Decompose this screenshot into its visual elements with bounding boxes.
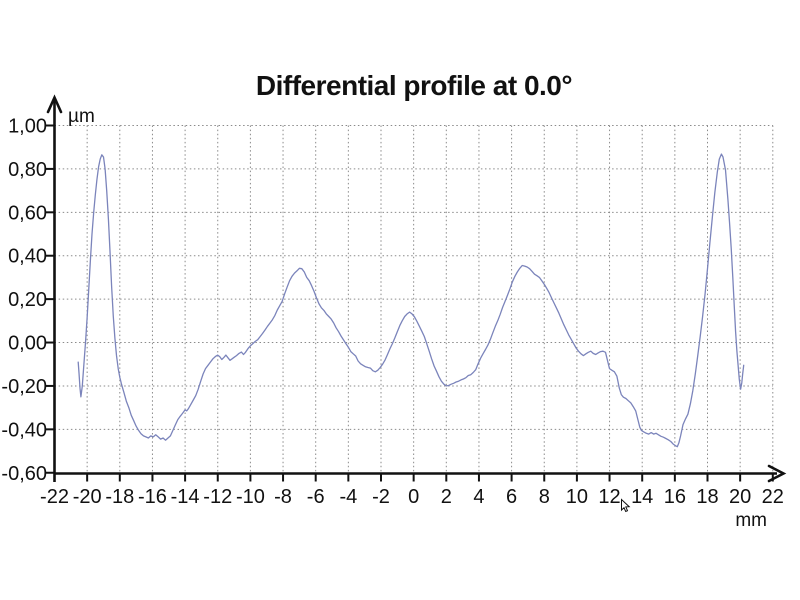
y-tick-label: 1,00 xyxy=(8,116,47,138)
y-axis-unit-label: µm xyxy=(68,106,95,127)
x-tick-label: 14 xyxy=(631,486,653,508)
x-tick-label: -14 xyxy=(171,486,200,508)
x-tick-label: 12 xyxy=(598,486,620,508)
mouse-cursor-icon[interactable] xyxy=(621,498,631,513)
x-tick-label: 2 xyxy=(441,486,452,508)
x-tick-label: 20 xyxy=(729,486,751,508)
y-tick-label: -0,40 xyxy=(1,419,47,441)
x-tick-label: -18 xyxy=(105,486,134,508)
y-tick-label: -0,60 xyxy=(1,463,47,485)
y-tick-label: 0,00 xyxy=(8,333,47,355)
y-tick-label: 0,60 xyxy=(8,202,47,224)
x-axis-arrow-icon xyxy=(767,464,787,483)
x-tick-label: -16 xyxy=(138,486,167,508)
x-axis-unit-label: mm xyxy=(735,510,767,531)
chart-title: Differential profile at 0.0° xyxy=(255,70,573,101)
tick-marks xyxy=(46,124,774,482)
x-tick-label: 0 xyxy=(408,486,419,508)
y-axis-arrow-icon xyxy=(46,94,63,114)
x-tick-label: 6 xyxy=(506,486,517,508)
x-tick-label: 16 xyxy=(664,486,686,508)
x-tick-label: -6 xyxy=(307,486,325,508)
profile-curve xyxy=(77,153,745,448)
axes xyxy=(46,94,787,483)
x-tick-label: 10 xyxy=(566,486,588,508)
y-tick-label: -0,20 xyxy=(1,376,47,398)
x-tick-label: 8 xyxy=(539,486,550,508)
x-tick-label: -22 xyxy=(40,486,69,508)
x-tick-label: -10 xyxy=(236,486,265,508)
y-tick-label: 0,40 xyxy=(8,246,47,268)
x-tick-label: -8 xyxy=(274,486,292,508)
x-tick-label: 18 xyxy=(696,486,718,508)
y-tick-labels: 1,00 0,80 0,60 0,40 0,20 0,00 -0,20 -0,40 -0,60 xyxy=(1,116,47,485)
x-tick-label: 4 xyxy=(473,486,484,508)
x-tick-label: -20 xyxy=(73,486,102,508)
x-tick-label: -12 xyxy=(203,486,232,508)
x-tick-label: -2 xyxy=(372,486,390,508)
x-tick-label: 22 xyxy=(762,486,784,508)
y-tick-label: 0,80 xyxy=(8,159,47,181)
gridlines xyxy=(54,125,774,473)
profile-curve-group xyxy=(77,153,745,448)
x-tick-labels: -22 -20 -18 -16 -14 -12 -10 -8 -6 -4 -2 0 2 4 6 8 10 12 14… xyxy=(40,486,784,508)
x-tick-label: -4 xyxy=(339,486,357,508)
y-tick-label: 0,20 xyxy=(8,289,47,311)
